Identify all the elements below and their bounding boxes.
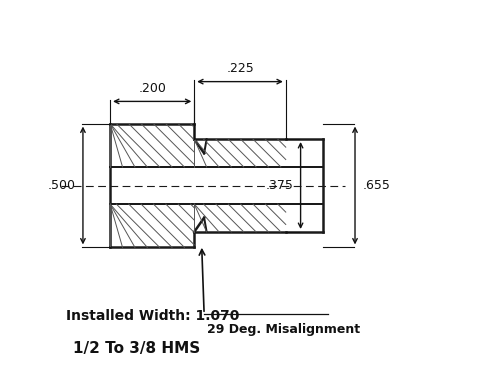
Text: .500: .500	[48, 179, 75, 192]
Text: .375: .375	[265, 179, 293, 192]
Text: Installed Width: 1.070: Installed Width: 1.070	[66, 309, 239, 323]
Text: 1/2 To 3/8 HMS: 1/2 To 3/8 HMS	[73, 341, 200, 356]
Text: .225: .225	[226, 62, 254, 75]
Text: .655: .655	[362, 179, 390, 192]
Text: .200: .200	[138, 82, 166, 95]
Text: 29 Deg. Misalignment: 29 Deg. Misalignment	[206, 323, 360, 336]
